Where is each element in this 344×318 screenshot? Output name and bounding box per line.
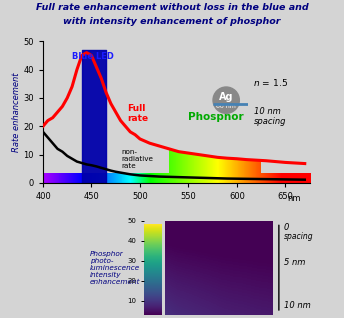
Text: non-
radiative
rate: non- radiative rate — [121, 149, 153, 169]
Text: 0: 0 — [283, 223, 289, 232]
Text: $n\,=\,1.5$: $n\,=\,1.5$ — [253, 77, 288, 88]
Text: Phosphor: Phosphor — [188, 112, 243, 122]
Text: spacing: spacing — [254, 117, 286, 126]
Y-axis label: Rate enhancement: Rate enhancement — [12, 72, 21, 152]
Text: Full rate enhancement without loss in the blue and: Full rate enhancement without loss in th… — [36, 3, 308, 12]
Text: Blue LED: Blue LED — [73, 52, 114, 61]
Text: Ag: Ag — [219, 92, 234, 102]
Text: 5 nm: 5 nm — [283, 259, 305, 267]
Text: with intensity enhancement of phosphor: with intensity enhancement of phosphor — [63, 17, 281, 26]
Text: 60 nm: 60 nm — [216, 104, 236, 108]
Text: nm: nm — [287, 194, 301, 203]
Text: Phosphor
photo-
luminescence
intensity
enhancement: Phosphor photo- luminescence intensity e… — [90, 251, 141, 285]
Circle shape — [213, 87, 239, 113]
Text: spacing: spacing — [283, 232, 313, 241]
Text: Full
rate: Full rate — [127, 104, 149, 123]
Text: 10 nm: 10 nm — [283, 301, 310, 310]
Text: 10 nm: 10 nm — [254, 107, 280, 116]
